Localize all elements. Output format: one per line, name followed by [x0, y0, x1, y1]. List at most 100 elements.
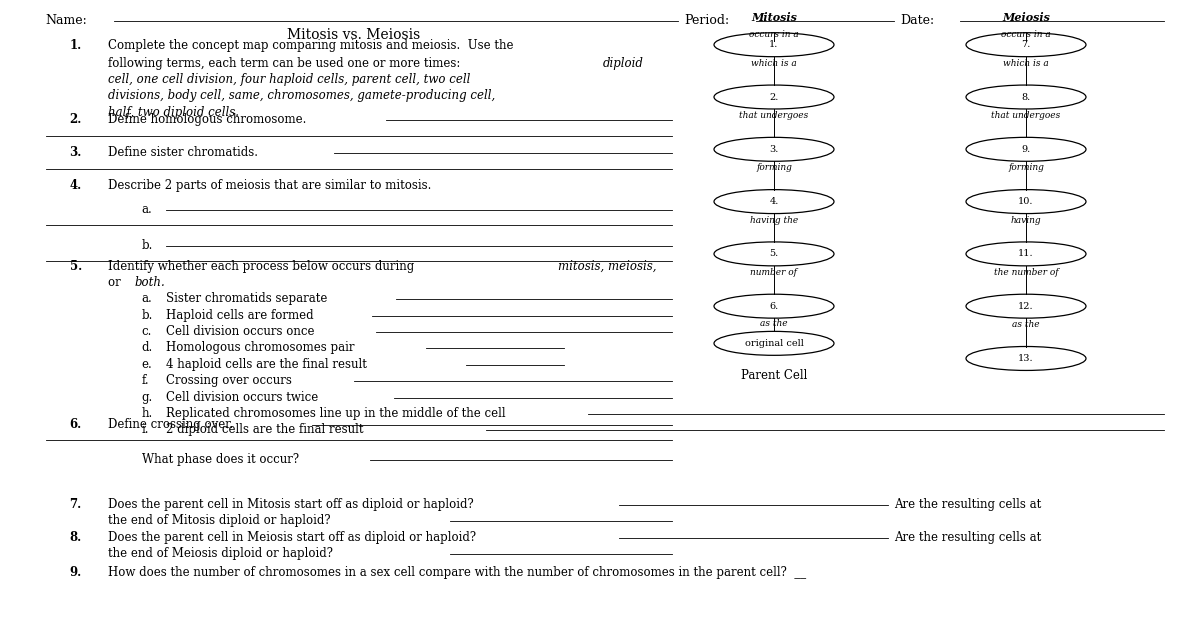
Text: a.: a. — [142, 203, 152, 216]
Text: Identify whether each process below occurs during: Identify whether each process below occu… — [108, 260, 418, 273]
Text: i.: i. — [142, 423, 149, 437]
Ellipse shape — [966, 242, 1086, 266]
Text: 1.: 1. — [769, 40, 779, 49]
Text: having the: having the — [750, 215, 798, 225]
Text: Sister chromatids separate: Sister chromatids separate — [166, 292, 335, 306]
Text: that undergoes: that undergoes — [739, 111, 809, 120]
Text: 4 haploid cells are the final result: 4 haploid cells are the final result — [166, 358, 374, 371]
Text: half, two diploid cells.: half, two diploid cells. — [108, 106, 239, 119]
Ellipse shape — [714, 294, 834, 318]
Text: forming: forming — [756, 163, 792, 173]
Text: or: or — [108, 276, 125, 289]
Text: 9.: 9. — [70, 566, 82, 579]
Text: What phase does it occur?: What phase does it occur? — [142, 453, 306, 466]
Text: 3.: 3. — [769, 145, 779, 154]
Text: Date:: Date: — [900, 14, 934, 27]
Text: diploid: diploid — [602, 57, 643, 70]
Text: divisions, body cell, same, chromosomes, gamete-producing cell,: divisions, body cell, same, chromosomes,… — [108, 89, 496, 103]
Text: g.: g. — [142, 391, 152, 404]
Ellipse shape — [714, 190, 834, 214]
Text: Homologous chromosomes pair: Homologous chromosomes pair — [166, 341, 361, 355]
Text: both.: both. — [134, 276, 166, 289]
Text: the number of: the number of — [994, 268, 1058, 277]
Text: 4.: 4. — [769, 197, 779, 206]
Text: Are the resulting cells at: Are the resulting cells at — [894, 498, 1042, 511]
Text: 3.: 3. — [70, 146, 82, 159]
Text: 8.: 8. — [70, 531, 82, 544]
Text: Does the parent cell in Mitosis start off as diploid or haploid?: Does the parent cell in Mitosis start of… — [108, 498, 481, 511]
Text: Define crossing over.: Define crossing over. — [108, 418, 241, 431]
Text: Complete the concept map comparing mitosis and meiosis.  Use the: Complete the concept map comparing mitos… — [108, 39, 514, 52]
Ellipse shape — [966, 33, 1086, 57]
Text: 9.: 9. — [1021, 145, 1031, 154]
Text: Are the resulting cells at: Are the resulting cells at — [894, 531, 1042, 544]
Text: which is a: which is a — [751, 59, 797, 68]
Text: occurs in a: occurs in a — [1001, 30, 1051, 38]
Text: e.: e. — [142, 358, 152, 371]
Text: Cell division occurs twice: Cell division occurs twice — [166, 391, 325, 404]
Text: mitosis, meiosis,: mitosis, meiosis, — [558, 260, 656, 273]
Ellipse shape — [966, 190, 1086, 214]
Ellipse shape — [966, 346, 1086, 370]
Text: d.: d. — [142, 341, 152, 355]
Ellipse shape — [966, 294, 1086, 318]
Text: a.: a. — [142, 292, 152, 306]
Text: Meiosis: Meiosis — [1002, 13, 1050, 23]
Text: b.: b. — [142, 239, 152, 253]
Text: b.: b. — [142, 309, 152, 322]
Text: 12.: 12. — [1018, 302, 1034, 311]
Text: the end of Meiosis diploid or haploid?: the end of Meiosis diploid or haploid? — [108, 547, 341, 561]
Text: 6.: 6. — [70, 418, 82, 431]
Text: 10.: 10. — [1019, 197, 1033, 206]
Ellipse shape — [714, 85, 834, 109]
Text: 2 diploid cells are the final result: 2 diploid cells are the final result — [166, 423, 371, 437]
Text: c.: c. — [142, 325, 152, 338]
Text: 5.: 5. — [70, 260, 82, 273]
Text: 2.: 2. — [70, 113, 82, 127]
Text: having: having — [1010, 215, 1042, 225]
Text: occurs in a: occurs in a — [749, 30, 799, 38]
Text: the end of Mitosis diploid or haploid?: the end of Mitosis diploid or haploid? — [108, 514, 338, 527]
Text: original cell: original cell — [744, 339, 804, 348]
Text: cell, one cell division, four haploid cells, parent cell, two cell: cell, one cell division, four haploid ce… — [108, 73, 470, 86]
Text: Define sister chromatids.: Define sister chromatids. — [108, 146, 265, 159]
Text: Mitosis vs. Meiosis: Mitosis vs. Meiosis — [287, 28, 421, 42]
Text: which is a: which is a — [1003, 59, 1049, 68]
Text: 5.: 5. — [769, 249, 779, 258]
Text: Describe 2 parts of meiosis that are similar to mitosis.: Describe 2 parts of meiosis that are sim… — [108, 179, 431, 192]
Text: 7.: 7. — [1021, 40, 1031, 49]
Text: Mitosis: Mitosis — [751, 13, 797, 23]
Text: 8.: 8. — [1021, 93, 1031, 101]
Text: 2.: 2. — [769, 93, 779, 101]
Text: Replicated chromosomes line up in the middle of the cell: Replicated chromosomes line up in the mi… — [166, 407, 512, 420]
Text: as the: as the — [1012, 320, 1040, 329]
Text: 4.: 4. — [70, 179, 82, 192]
Text: Does the parent cell in Meiosis start off as diploid or haploid?: Does the parent cell in Meiosis start of… — [108, 531, 484, 544]
Ellipse shape — [714, 33, 834, 57]
Text: Define homologous chromosome.: Define homologous chromosome. — [108, 113, 314, 127]
Text: 13.: 13. — [1018, 354, 1034, 363]
Text: h.: h. — [142, 407, 152, 420]
Text: forming: forming — [1008, 163, 1044, 173]
Ellipse shape — [714, 331, 834, 355]
Text: How does the number of chromosomes in a sex cell compare with the number of chro: How does the number of chromosomes in a … — [108, 566, 806, 579]
Text: Crossing over occurs: Crossing over occurs — [166, 374, 299, 387]
Text: Cell division occurs once: Cell division occurs once — [166, 325, 322, 338]
Text: Period:: Period: — [684, 14, 730, 27]
Ellipse shape — [966, 85, 1086, 109]
Text: following terms, each term can be used one or more times:: following terms, each term can be used o… — [108, 57, 464, 70]
Text: Parent Cell: Parent Cell — [740, 369, 808, 382]
Text: that undergoes: that undergoes — [991, 111, 1061, 120]
Text: Name:: Name: — [46, 14, 88, 27]
Text: 11.: 11. — [1018, 249, 1034, 258]
Ellipse shape — [714, 137, 834, 161]
Ellipse shape — [714, 242, 834, 266]
Text: number of: number of — [750, 268, 798, 277]
Text: Haploid cells are formed: Haploid cells are formed — [166, 309, 320, 322]
Text: 6.: 6. — [769, 302, 779, 311]
Text: f.: f. — [142, 374, 149, 387]
Text: 1.: 1. — [70, 39, 82, 52]
Text: 7.: 7. — [70, 498, 82, 511]
Text: as the: as the — [760, 319, 788, 328]
Ellipse shape — [966, 137, 1086, 161]
